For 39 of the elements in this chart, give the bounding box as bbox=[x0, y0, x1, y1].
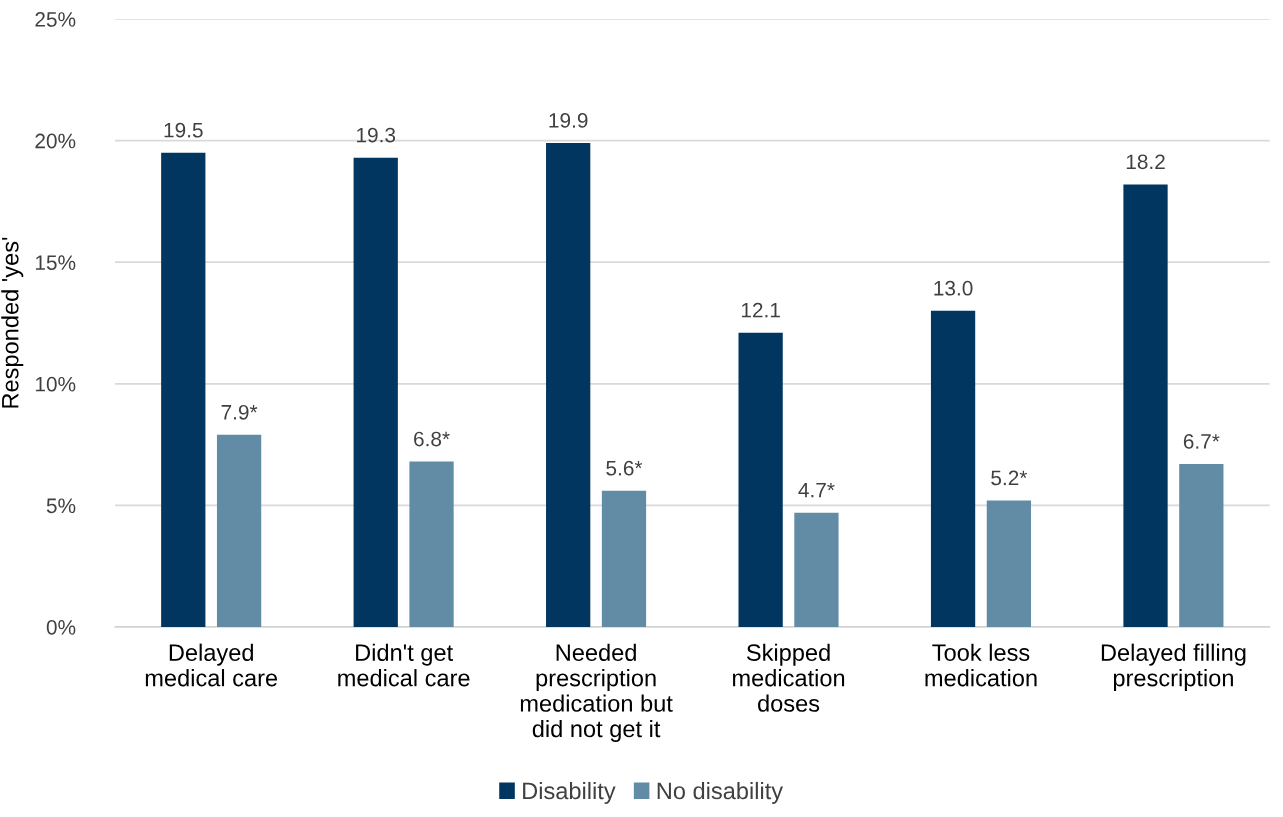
data-label: 13.0 bbox=[934, 280, 973, 296]
bar bbox=[601, 490, 647, 627]
data-label: 12.1 bbox=[741, 302, 780, 318]
data-label: 7.9* bbox=[221, 404, 258, 420]
bar bbox=[216, 434, 262, 627]
y-tick-label: 20% bbox=[35, 133, 76, 149]
x-tick-label: Delayed filling prescription bbox=[1101, 643, 1246, 692]
bar bbox=[930, 310, 976, 627]
data-label: 4.7* bbox=[798, 482, 835, 498]
y-axis-title: Responded 'yes' bbox=[1, 237, 24, 408]
bar bbox=[161, 152, 206, 627]
bar bbox=[986, 500, 1032, 627]
x-tick-label: Took less medication bbox=[925, 643, 1037, 687]
legend-label: No disability bbox=[657, 781, 784, 804]
bar bbox=[738, 332, 783, 627]
bar bbox=[1123, 184, 1168, 627]
y-tick-label: 5% bbox=[46, 498, 76, 514]
bar bbox=[794, 512, 839, 627]
bar bbox=[409, 461, 454, 627]
data-label: 6.7* bbox=[1183, 434, 1220, 449]
x-tick-label: Needed prescription medication but did not get it bbox=[520, 643, 673, 742]
data-label: 19.9 bbox=[549, 113, 588, 128]
data-label: 19.3 bbox=[357, 127, 396, 143]
x-tick-label: Skipped medication doses bbox=[733, 643, 845, 712]
data-label: 6.8* bbox=[414, 431, 450, 447]
y-tick-label: 10% bbox=[35, 376, 76, 392]
y-tick-label: 25% bbox=[35, 12, 76, 27]
data-label: 19.5 bbox=[164, 122, 203, 138]
x-tick-label: Didn't get medical care bbox=[338, 643, 470, 687]
bar bbox=[1179, 464, 1224, 627]
legend-label: Disability bbox=[523, 781, 616, 804]
x-tick-label: Delayed medical care bbox=[145, 643, 278, 687]
bar bbox=[353, 157, 398, 627]
data-label: 5.2* bbox=[991, 470, 1028, 486]
y-tick-label: 15% bbox=[35, 255, 76, 270]
data-label: 5.6* bbox=[606, 460, 643, 476]
bar bbox=[546, 143, 591, 627]
data-label: 18.2 bbox=[1126, 154, 1165, 170]
y-tick-label: 0% bbox=[46, 619, 76, 635]
